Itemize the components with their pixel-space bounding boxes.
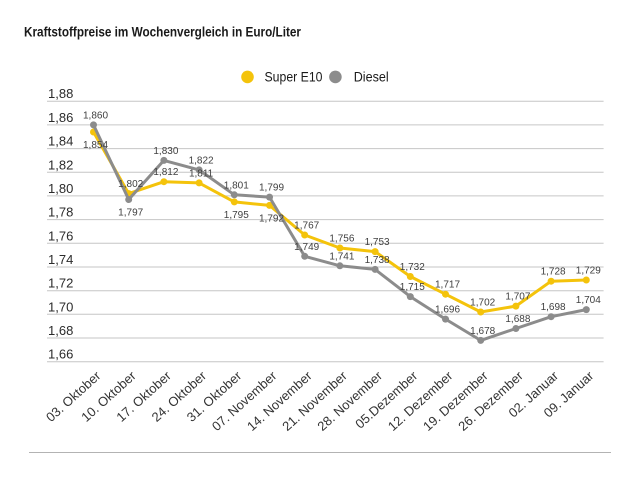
svg-text:Diesel: Diesel [354, 69, 389, 85]
svg-text:1,753: 1,753 [365, 237, 390, 248]
svg-text:1,76: 1,76 [48, 228, 73, 243]
svg-text:1,738: 1,738 [365, 255, 390, 266]
svg-text:1,767: 1,767 [294, 221, 319, 232]
svg-text:1,717: 1,717 [435, 280, 460, 291]
svg-text:1,797: 1,797 [118, 208, 143, 219]
svg-text:1,78: 1,78 [48, 205, 73, 220]
svg-text:1,801: 1,801 [224, 180, 249, 191]
svg-text:1,698: 1,698 [541, 302, 566, 313]
svg-text:1,728: 1,728 [541, 267, 566, 278]
svg-text:1,811: 1,811 [189, 168, 214, 179]
svg-text:1,732: 1,732 [400, 262, 425, 273]
svg-text:1,678: 1,678 [470, 326, 495, 337]
svg-text:1,715: 1,715 [400, 282, 425, 293]
svg-text:1,696: 1,696 [435, 305, 460, 316]
svg-text:1,88: 1,88 [48, 86, 73, 101]
svg-text:1,741: 1,741 [329, 251, 354, 262]
svg-text:1,704: 1,704 [576, 295, 601, 306]
svg-text:Kraftstoffpreise im Wochenverg: Kraftstoffpreise im Wochenvergleich in E… [24, 24, 301, 40]
svg-text:1,795: 1,795 [224, 210, 249, 221]
svg-text:1,80: 1,80 [48, 181, 73, 196]
svg-text:1,756: 1,756 [329, 234, 354, 245]
svg-text:1,72: 1,72 [48, 276, 73, 291]
svg-text:1,688: 1,688 [505, 314, 530, 325]
svg-text:1,68: 1,68 [48, 323, 73, 338]
svg-text:1,854: 1,854 [83, 140, 108, 151]
svg-text:Super E10: Super E10 [265, 69, 323, 85]
svg-text:1,830: 1,830 [153, 146, 178, 157]
svg-text:1,812: 1,812 [153, 167, 178, 178]
svg-text:1,70: 1,70 [48, 299, 73, 314]
svg-text:1,66: 1,66 [48, 347, 73, 362]
svg-text:1,702: 1,702 [470, 298, 495, 309]
svg-text:1,84: 1,84 [48, 134, 73, 149]
svg-text:1,749: 1,749 [294, 242, 319, 253]
svg-text:1,707: 1,707 [505, 292, 530, 303]
svg-text:1,729: 1,729 [576, 266, 601, 277]
svg-text:1,792: 1,792 [259, 213, 284, 224]
svg-text:1,802: 1,802 [118, 179, 143, 190]
svg-text:1,82: 1,82 [48, 157, 73, 172]
svg-text:1,822: 1,822 [189, 155, 214, 166]
svg-text:1,799: 1,799 [259, 183, 284, 194]
svg-text:1,74: 1,74 [48, 252, 73, 267]
svg-text:1,86: 1,86 [48, 110, 73, 125]
svg-text:1,860: 1,860 [83, 110, 108, 121]
